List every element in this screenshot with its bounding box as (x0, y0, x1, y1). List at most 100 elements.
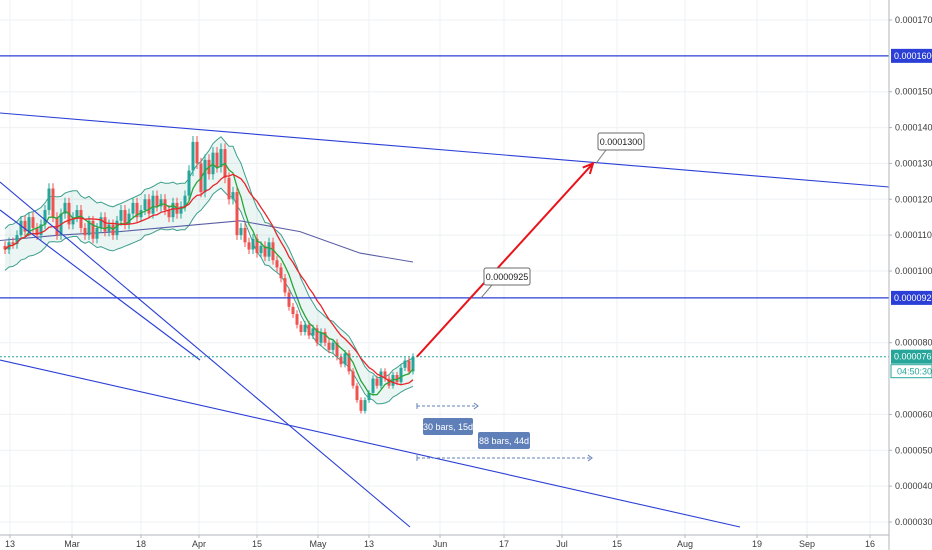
candle-body (363, 400, 367, 411)
callout-label: 0.0000925 (486, 272, 529, 282)
candle-body (383, 371, 387, 379)
candle-body (179, 206, 183, 214)
candle-body (347, 353, 351, 372)
candle-body (267, 242, 271, 257)
candle-body (23, 220, 27, 232)
candle-body (275, 260, 279, 268)
level-tag-label: 0.0000925 (894, 293, 932, 303)
candle-body (123, 210, 127, 225)
candle-body (79, 210, 83, 228)
horizontal-levels[interactable] (0, 55, 889, 358)
candle-body (187, 170, 191, 196)
countdown-tag (890, 364, 932, 379)
candle-body (35, 227, 39, 236)
range-arrow (587, 454, 593, 462)
range-label: 30 bars, 15d (423, 422, 473, 432)
candle-body (55, 217, 59, 236)
candle-body (327, 342, 331, 350)
range-label-box[interactable] (478, 432, 530, 449)
time-tick-label: 13 (364, 539, 374, 549)
candle-body (135, 202, 139, 218)
level-tag[interactable] (891, 290, 932, 305)
candle-body (143, 199, 147, 211)
callout-label: 0.0001300 (600, 137, 643, 147)
last-price-tag[interactable] (891, 349, 932, 364)
candle-body (103, 217, 107, 232)
candle-body (371, 378, 375, 393)
range-measures[interactable]: 30 bars, 15d 88 bars, 44d (416, 402, 593, 462)
time-tick-label: Aug (677, 539, 693, 549)
candle-body (115, 220, 119, 236)
candle-body (255, 238, 259, 254)
projection-line[interactable] (416, 162, 594, 358)
candle-body (11, 242, 15, 245)
candle-body (227, 177, 231, 200)
candle-body (155, 195, 159, 207)
candle-body (159, 199, 163, 207)
candles (3, 136, 415, 414)
ma-long-line (0, 220, 414, 263)
candle-body (251, 238, 255, 250)
candle-body (263, 245, 267, 257)
candle-body (191, 141, 195, 171)
candle-body (351, 371, 355, 386)
trendline[interactable] (0, 112, 890, 188)
trendlines[interactable] (0, 112, 890, 528)
candle-body (359, 400, 363, 411)
candle-body (63, 202, 67, 214)
time-tick-label: Jun (433, 539, 448, 549)
range-label: 88 bars, 44d (479, 436, 529, 446)
time-tick-label: Apr (192, 539, 206, 549)
candle-body (379, 371, 383, 386)
projection-arrow[interactable]: 0.0001300 0.0000925 (416, 132, 645, 358)
candle-body (407, 360, 411, 372)
last-price-label: 0.0000761 (894, 352, 932, 362)
range-label-box[interactable] (423, 418, 473, 435)
candle-body (331, 342, 335, 350)
level-tag[interactable] (891, 48, 932, 63)
candle-body (355, 385, 359, 401)
candle-body (31, 217, 35, 228)
candle-body (195, 141, 199, 164)
time-axis[interactable]: 13 Mar 18 Apr 15 May 13 Jun 17 Jul 15 Aug 19 Sep 16 (5, 535, 875, 549)
candle-body (303, 324, 307, 332)
callout-box[interactable] (597, 132, 645, 151)
candle-body (323, 331, 327, 343)
time-axis-bg (0, 535, 932, 550)
time-tick-label: 15 (612, 539, 622, 549)
trendline[interactable] (0, 181, 411, 528)
candle-body (43, 210, 47, 225)
candle-body (119, 210, 123, 221)
trendline[interactable] (0, 209, 201, 361)
candle-body (335, 342, 339, 358)
candle-body (3, 245, 7, 250)
trendline[interactable] (0, 359, 741, 528)
countdown-label: 04:50:30 (897, 367, 932, 377)
candle-body (367, 392, 371, 401)
candle-body (299, 324, 303, 332)
callout-pointer (480, 284, 493, 299)
callout-box[interactable] (483, 267, 531, 286)
projection-arrowhead[interactable] (582, 161, 595, 175)
candle-body (27, 217, 31, 232)
candle-body (131, 202, 135, 214)
price-tick-label: 0.0000300 (895, 517, 932, 527)
candle-body (15, 235, 19, 245)
candle-body (203, 159, 207, 193)
candle-body (71, 217, 75, 225)
candle-body (271, 242, 275, 261)
price-tick-label: 0.0001300 (895, 158, 932, 168)
candle-body (39, 224, 43, 236)
candle-body (51, 188, 55, 218)
